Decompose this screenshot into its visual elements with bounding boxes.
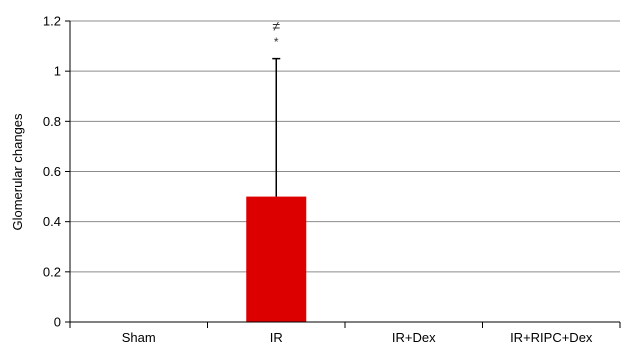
y-tick-label: 0 [54,315,61,330]
y-tick-label: 1 [54,64,61,79]
y-tick-label: 0.4 [43,214,61,229]
significance-marker: * [274,35,279,49]
y-tick-labels: 0 0.2 0.4 0.6 0.8 1 1.2 [43,14,70,330]
y-tick-label: 0.2 [43,264,61,279]
significance-marker: ≠ [272,18,280,34]
x-tick-label: Sham [122,330,156,345]
annotations: ≠* [272,18,280,49]
y-tick-label: 0.8 [43,114,61,129]
bars [246,57,307,322]
x-tick-label: IR+Dex [392,330,436,345]
x-tick-label: IR+RIPC+Dex [510,330,593,345]
x-tick-labels: Sham IR IR+Dex IR+RIPC+Dex [69,322,621,345]
x-tick-label: IR [270,330,283,345]
y-tick-label: 0.6 [43,164,61,179]
y-axis-title: Glomerular changes [10,113,25,231]
y-tick-label: 1.2 [43,14,61,29]
gridlines [70,20,620,273]
bar [246,196,307,322]
